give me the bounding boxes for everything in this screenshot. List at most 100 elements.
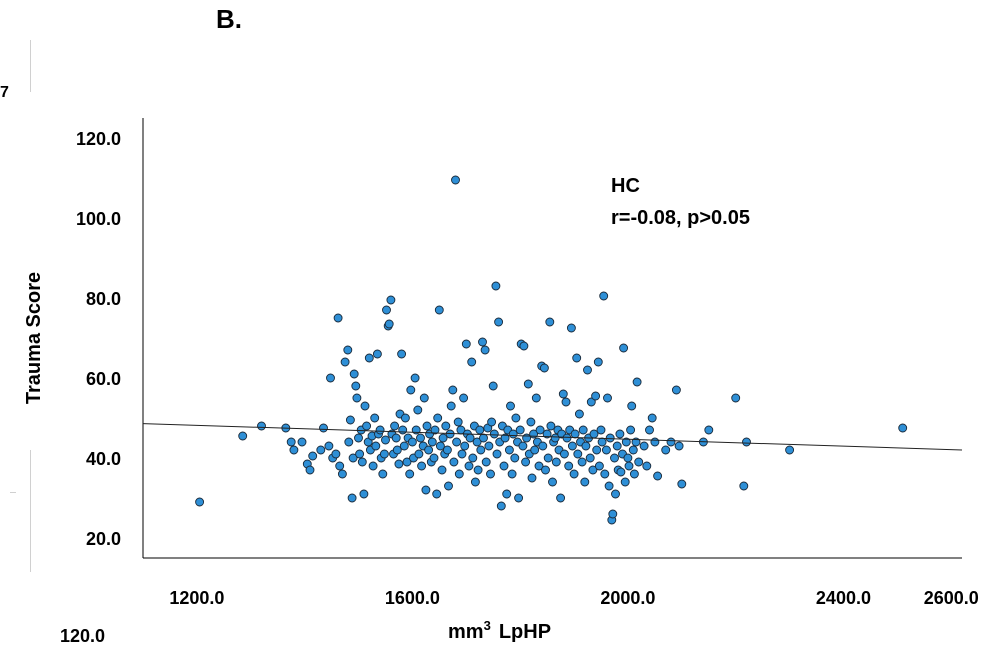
side-frame-line-top bbox=[30, 40, 31, 92]
data-point bbox=[570, 429, 580, 439]
data-point bbox=[601, 445, 611, 455]
data-point bbox=[354, 433, 363, 443]
data-point bbox=[413, 405, 423, 415]
data-point bbox=[492, 449, 502, 459]
data-point bbox=[481, 457, 491, 467]
data-point bbox=[611, 489, 620, 499]
data-point bbox=[578, 425, 588, 435]
y-tick-label: 120.0 bbox=[76, 129, 121, 149]
data-point bbox=[580, 477, 590, 487]
data-point bbox=[390, 421, 400, 431]
data-point bbox=[561, 397, 571, 407]
data-point bbox=[515, 425, 525, 435]
data-point bbox=[518, 441, 528, 451]
data-point bbox=[499, 461, 509, 471]
data-point bbox=[442, 445, 452, 455]
data-point bbox=[364, 353, 374, 363]
data-point bbox=[639, 441, 649, 451]
data-point bbox=[352, 393, 362, 403]
data-point bbox=[357, 457, 367, 467]
data-point bbox=[569, 469, 579, 479]
annotation-group: HC bbox=[611, 175, 640, 197]
data-point bbox=[351, 381, 361, 391]
data-point bbox=[597, 437, 607, 447]
data-point bbox=[378, 469, 388, 479]
data-point bbox=[742, 437, 751, 447]
data-point bbox=[577, 457, 587, 467]
data-point bbox=[581, 441, 591, 451]
data-point bbox=[297, 437, 307, 447]
data-point bbox=[480, 345, 490, 355]
data-point bbox=[898, 423, 908, 433]
data-point bbox=[449, 457, 459, 467]
data-point bbox=[572, 353, 582, 363]
x-tick-label: 2400.0 bbox=[816, 588, 871, 608]
data-point bbox=[386, 295, 396, 305]
data-point bbox=[511, 413, 521, 423]
x-tick-label: 1600.0 bbox=[385, 588, 440, 608]
data-point bbox=[441, 421, 451, 431]
data-point bbox=[337, 469, 347, 479]
data-point bbox=[402, 457, 412, 467]
data-point bbox=[289, 445, 299, 455]
data-point bbox=[542, 429, 552, 439]
data-point bbox=[739, 481, 749, 491]
data-point bbox=[603, 393, 612, 403]
data-point bbox=[397, 349, 407, 359]
data-point bbox=[406, 385, 416, 395]
data-point bbox=[556, 493, 566, 503]
data-point bbox=[355, 449, 365, 459]
data-point bbox=[414, 449, 424, 459]
data-point bbox=[344, 437, 354, 447]
data-point bbox=[605, 433, 615, 443]
data-point bbox=[446, 401, 456, 411]
data-point bbox=[507, 469, 517, 479]
data-point bbox=[424, 445, 434, 455]
data-point bbox=[348, 453, 358, 463]
data-point bbox=[491, 281, 501, 291]
data-point bbox=[645, 425, 654, 435]
data-point bbox=[410, 373, 420, 383]
data-point bbox=[530, 445, 540, 455]
data-point bbox=[427, 437, 437, 447]
data-point bbox=[343, 345, 353, 355]
data-point bbox=[382, 305, 391, 315]
data-point bbox=[457, 449, 467, 459]
data-point bbox=[326, 373, 335, 383]
data-point bbox=[647, 413, 657, 423]
data-point bbox=[478, 337, 487, 347]
data-point bbox=[548, 477, 557, 487]
data-point bbox=[785, 445, 795, 455]
data-point bbox=[494, 317, 504, 327]
data-point bbox=[470, 477, 480, 487]
data-point bbox=[349, 369, 359, 379]
data-point bbox=[417, 461, 427, 471]
data-point bbox=[372, 349, 382, 359]
data-point bbox=[591, 391, 601, 401]
data-point bbox=[551, 457, 561, 467]
side-frame-line-bottom bbox=[30, 450, 31, 572]
data-point bbox=[519, 341, 529, 351]
x-axis-unit-superscript: 3 bbox=[484, 618, 491, 633]
data-point bbox=[479, 433, 488, 443]
data-point bbox=[391, 433, 401, 443]
y-tick-label: 80.0 bbox=[86, 289, 121, 309]
data-point bbox=[650, 437, 660, 447]
data-point bbox=[642, 461, 652, 471]
data-point bbox=[531, 393, 541, 403]
data-point bbox=[624, 461, 634, 471]
data-point bbox=[550, 433, 560, 443]
data-point bbox=[379, 449, 389, 459]
data-point bbox=[452, 437, 462, 447]
data-point bbox=[419, 393, 429, 403]
data-point bbox=[674, 441, 684, 451]
data-point bbox=[600, 469, 610, 479]
data-point bbox=[539, 363, 549, 373]
data-point bbox=[484, 441, 494, 451]
data-point bbox=[375, 425, 385, 435]
data-point bbox=[671, 385, 681, 395]
data-point bbox=[677, 479, 687, 489]
data-point bbox=[586, 397, 596, 407]
data-point bbox=[661, 445, 671, 455]
data-point bbox=[434, 305, 444, 315]
